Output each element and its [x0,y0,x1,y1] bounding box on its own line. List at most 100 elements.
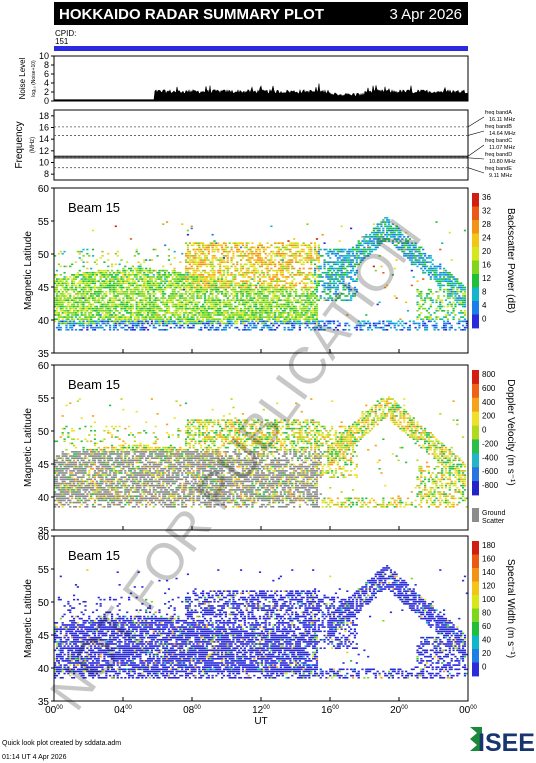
scatter-cell [429,269,432,272]
scatter-cell [72,480,76,483]
scatter-cell [412,322,415,325]
scatter-cell [224,328,227,331]
scatter-cell [313,293,317,295]
scatter-cell [90,316,93,318]
freq-band-value: 16.11 MHz [489,117,515,123]
scatter-cell [321,276,324,278]
scatter-cell [350,278,353,280]
scatter-cell [69,265,72,268]
scatter-cell [408,257,412,259]
scatter-cell [57,501,60,504]
scatter-cell [99,305,102,308]
scatter-cell [74,484,78,487]
scatter-cell [211,274,214,276]
scatter-cell [315,265,319,268]
scatter-cell [61,320,64,323]
scatter-cell [150,322,153,325]
scatter-cell [247,255,250,257]
scatter-cell [338,282,341,285]
scatter-cell [84,278,87,280]
scatter-cell [340,265,343,268]
scatter-cell [249,318,252,321]
scatter-cell [116,274,119,276]
scatter-cell [69,309,72,312]
scatter-cell [59,307,62,310]
scatter-cell [274,314,277,316]
scatter-cell [186,290,190,293]
scatter-cell [107,303,110,306]
scatter-cell [86,290,89,293]
scatter-cell [287,269,290,272]
scatter-cell [80,320,83,323]
scatter-cell [416,322,419,325]
scatter-cell [296,316,300,318]
scatter-cell [446,320,449,323]
scatter-cell [272,312,275,314]
scatter-cell [285,269,288,272]
scatter-cell [257,318,260,321]
scatter-cell [165,307,169,310]
scatter-cell [435,324,438,327]
scatter-cell [241,267,245,270]
scatter-cell [116,314,119,316]
scatter-cell [238,255,241,257]
scatter-cell [276,269,279,272]
scatter-cell [258,320,262,323]
scatter-cell [74,274,78,276]
scatter-cell [220,252,224,255]
scatter-cell [393,233,396,236]
scatter-cell [281,261,284,263]
scatter-cell [169,297,172,299]
scatter-cell [109,271,112,274]
scatter-cell [253,271,256,274]
scatter-cell [247,318,250,321]
scatter-cell [95,290,98,293]
scatter-cell [135,282,138,285]
scatter-cell [118,320,121,323]
scatter-cell [186,303,190,306]
scatter-cell [298,301,301,304]
scatter-cell [389,236,393,238]
scatter-cell [107,269,110,272]
scatter-cell [283,309,286,312]
scatter-cell [239,314,243,316]
scatter-cell [257,295,260,297]
scatter-cell [200,250,203,253]
scatter-cell [243,263,246,266]
scatter-cell [255,250,258,253]
scatter-cell [55,299,59,302]
scatter-cell [319,328,322,331]
scatter-cell [458,326,461,329]
scatter-cell [116,305,119,308]
scatter-cell [90,309,93,312]
scatter-cell [439,284,442,287]
scatter-cell [257,244,260,247]
scatter-cell [293,252,296,255]
scatter-cell [431,263,434,266]
scatter-cell [220,307,224,310]
scatter-cell [425,309,429,312]
scatter-cell [162,299,165,302]
scatter-cell [293,238,296,240]
scatter-cell [145,299,148,302]
scatter-cell [200,259,203,261]
scatter-cell [313,305,317,308]
scatter-cell [461,305,465,308]
scatter-cell [219,303,222,306]
colorbar-tick-label: 20 [482,247,491,256]
scatter-cell [129,312,133,314]
scatter-cell [414,242,417,244]
scatter-cell [71,451,74,453]
scatter-cell [336,280,339,282]
scatter-cell [69,316,72,318]
scatter-cell [211,324,214,327]
scatter-cell [114,282,117,285]
scatter-cell [376,242,379,244]
scatter-cell [380,231,383,234]
scatter-cell [323,324,326,327]
scatter-cell [315,259,319,261]
scatter-cell [110,288,114,291]
scatter-cell [442,267,446,270]
scatter-cell [196,307,199,310]
scatter-cell [281,246,284,249]
